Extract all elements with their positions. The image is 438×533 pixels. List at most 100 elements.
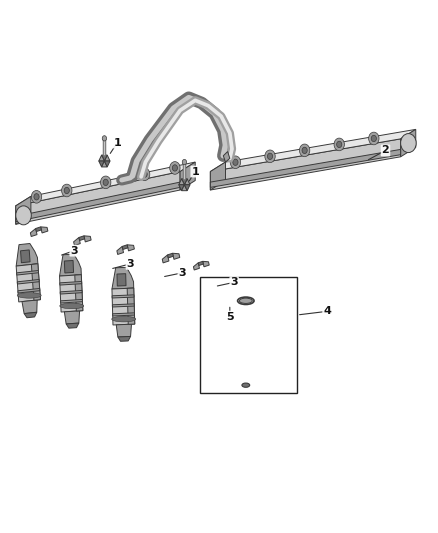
Polygon shape [184, 185, 190, 191]
Polygon shape [112, 288, 135, 325]
Polygon shape [250, 322, 256, 356]
Polygon shape [179, 185, 184, 191]
Polygon shape [112, 268, 134, 289]
Polygon shape [236, 337, 256, 339]
Polygon shape [32, 264, 40, 300]
Polygon shape [60, 281, 82, 285]
Text: 1: 1 [191, 166, 199, 176]
Polygon shape [223, 151, 230, 162]
Polygon shape [180, 162, 195, 190]
Polygon shape [401, 130, 416, 157]
Circle shape [230, 156, 240, 168]
Polygon shape [104, 155, 110, 161]
Ellipse shape [239, 298, 252, 303]
Polygon shape [236, 302, 256, 322]
Ellipse shape [112, 317, 136, 322]
Polygon shape [236, 345, 256, 348]
Polygon shape [198, 261, 203, 265]
Polygon shape [168, 253, 173, 258]
Polygon shape [102, 161, 107, 167]
Polygon shape [22, 300, 37, 313]
Text: 3: 3 [127, 259, 134, 269]
Polygon shape [16, 244, 38, 266]
Polygon shape [21, 250, 30, 263]
Text: 1: 1 [113, 138, 121, 148]
Polygon shape [17, 271, 39, 275]
Polygon shape [30, 229, 37, 237]
Circle shape [172, 165, 177, 171]
Polygon shape [35, 227, 41, 231]
Circle shape [268, 153, 272, 159]
Polygon shape [79, 236, 85, 240]
Polygon shape [240, 308, 249, 319]
Polygon shape [113, 313, 134, 316]
Ellipse shape [60, 303, 84, 309]
Circle shape [337, 141, 342, 148]
Polygon shape [60, 290, 82, 294]
Polygon shape [60, 254, 81, 276]
Polygon shape [127, 245, 134, 251]
Polygon shape [18, 288, 40, 293]
Polygon shape [16, 182, 180, 222]
Polygon shape [60, 274, 83, 312]
Circle shape [170, 161, 180, 174]
Polygon shape [122, 245, 128, 249]
Polygon shape [41, 227, 48, 233]
Polygon shape [75, 274, 83, 311]
Polygon shape [184, 179, 190, 185]
Polygon shape [117, 273, 126, 286]
Polygon shape [173, 253, 180, 260]
Polygon shape [182, 179, 187, 185]
Ellipse shape [242, 383, 250, 387]
Polygon shape [210, 149, 401, 188]
Polygon shape [118, 336, 131, 341]
Polygon shape [60, 300, 82, 303]
Text: 3: 3 [230, 277, 238, 287]
Polygon shape [113, 304, 134, 307]
Circle shape [302, 147, 307, 154]
Polygon shape [99, 161, 104, 167]
Polygon shape [203, 261, 209, 267]
Text: 2: 2 [381, 146, 389, 156]
Text: 5: 5 [226, 312, 233, 321]
Polygon shape [162, 255, 169, 263]
Circle shape [32, 190, 42, 203]
Polygon shape [179, 179, 184, 185]
Polygon shape [236, 322, 256, 356]
Polygon shape [104, 161, 110, 167]
Polygon shape [24, 312, 37, 318]
Circle shape [369, 132, 379, 145]
Circle shape [62, 184, 72, 197]
Polygon shape [210, 130, 416, 172]
Polygon shape [64, 311, 80, 324]
Polygon shape [64, 261, 74, 273]
Polygon shape [112, 295, 134, 298]
Text: 3: 3 [71, 246, 78, 256]
Circle shape [100, 176, 111, 189]
Polygon shape [66, 323, 79, 328]
Polygon shape [17, 279, 39, 284]
Circle shape [142, 171, 147, 177]
Polygon shape [239, 356, 253, 368]
Ellipse shape [234, 349, 257, 354]
Polygon shape [240, 368, 252, 372]
Polygon shape [16, 196, 31, 224]
Polygon shape [210, 162, 226, 190]
Circle shape [16, 206, 32, 225]
Ellipse shape [17, 293, 41, 298]
Polygon shape [16, 172, 180, 224]
Circle shape [233, 159, 238, 165]
Polygon shape [84, 236, 91, 242]
Circle shape [334, 138, 344, 151]
Circle shape [102, 136, 106, 141]
Polygon shape [194, 263, 199, 270]
Circle shape [265, 150, 275, 163]
FancyBboxPatch shape [200, 277, 297, 393]
Circle shape [103, 179, 108, 185]
Polygon shape [16, 264, 40, 302]
Polygon shape [236, 328, 256, 330]
Text: 4: 4 [323, 306, 331, 316]
Circle shape [300, 144, 310, 157]
Text: 3: 3 [178, 268, 186, 278]
Polygon shape [74, 238, 80, 246]
